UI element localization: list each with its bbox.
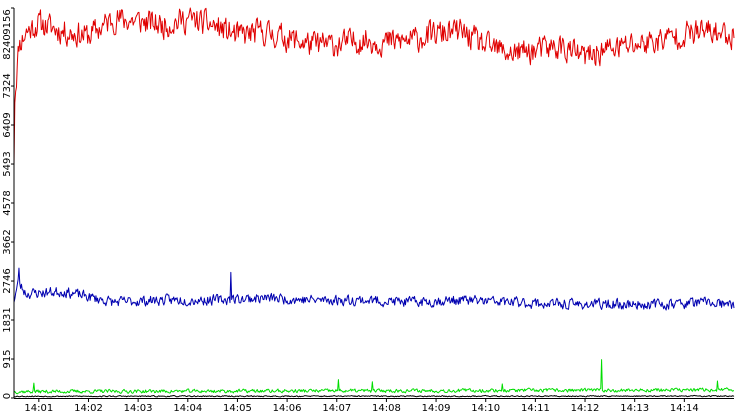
- y-tick-label-9: 8240: [2, 34, 13, 59]
- series-line-2: [13, 359, 735, 395]
- y-tick-label-10: 9156: [2, 9, 13, 34]
- x-tick-label-7: 14:08: [372, 403, 401, 414]
- y-tick-label-3: 2746: [2, 268, 13, 293]
- y-tick-label-6: 5493: [2, 151, 13, 176]
- x-tick-label-10: 14:11: [521, 403, 550, 414]
- x-tick-label-9: 14:10: [471, 403, 500, 414]
- x-tick-label-12: 14:13: [620, 403, 649, 414]
- x-tick-label-2: 14:03: [124, 403, 153, 414]
- y-tick-label-5: 4578: [2, 190, 13, 215]
- x-tick-label-0: 14:01: [24, 403, 53, 414]
- y-tick-label-1: 915: [2, 349, 13, 368]
- x-tick-label-11: 14:12: [571, 403, 600, 414]
- y-tick-label-0: 0: [2, 393, 13, 399]
- y-tick-label-8: 7324: [2, 73, 13, 98]
- x-tick-label-4: 14:05: [223, 403, 252, 414]
- x-tick-label-3: 14:04: [173, 403, 202, 414]
- x-tick-label-1: 14:02: [74, 403, 103, 414]
- series-layer: [13, 7, 735, 398]
- axes-layer: 0 915 1831 2746 3662 4578 5493 6409 7324 82409156…: [2, 7, 734, 414]
- y-tick-label-2: 1831: [2, 307, 13, 332]
- x-tick-label-6: 14:07: [322, 403, 351, 414]
- y-tick-label-7: 6409: [2, 112, 13, 137]
- x-tick-label-5: 14:06: [273, 403, 302, 414]
- series-line-1: [13, 267, 735, 311]
- x-tick-label-8: 14:09: [422, 403, 451, 414]
- x-tick-label-13: 14:14: [670, 403, 699, 414]
- series-line-0: [13, 7, 735, 166]
- y-tick-label-4: 3662: [2, 229, 13, 254]
- series-line-3: [13, 394, 735, 398]
